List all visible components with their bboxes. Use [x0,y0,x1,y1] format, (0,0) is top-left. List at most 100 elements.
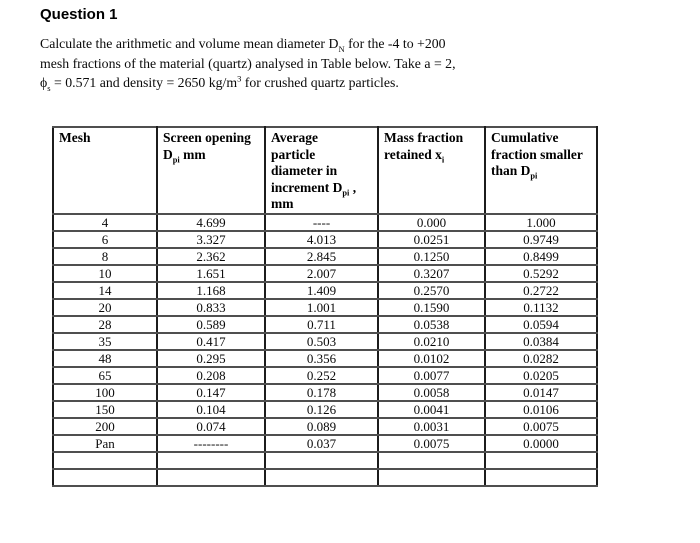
column-header-screen-opening: Screen opening Dpi mm [156,126,266,215]
column-header-cumulative-fraction-smaller: Cumulative fraction smaller than Dpi [484,126,598,215]
column-header-line: mm [271,196,373,212]
table-cell: 0.295 [156,348,266,368]
table-cell: 0.0041 [377,399,486,419]
table-cell: 0.711 [264,314,379,334]
table-cell: 28 [52,314,158,334]
table-cell: 1.409 [264,280,379,300]
subscript: i [441,155,445,165]
table-cell: 0.0077 [377,365,486,385]
table-cell [52,467,158,487]
table-row: 8 2.362 2.845 0.1250 0.8499 [52,246,598,266]
table-cell: 0.0210 [377,331,486,351]
problem-statement-line: mesh fractions of the material (quartz) … [40,54,456,74]
table-row [52,450,598,470]
table-cell: 0.0205 [484,365,598,385]
table-cell: 1.001 [264,297,379,317]
table-cell: 0.1250 [377,246,486,266]
table-cell: 0.037 [264,433,379,453]
table-cell [52,450,158,470]
text-segment: for the -4 to +200 [344,36,446,51]
subscript: pi [530,171,538,181]
table-cell: -------- [156,433,266,453]
table-cell: 0.0594 [484,314,598,334]
question-title: Question 1 [40,6,118,23]
problem-statement-line: ϕs = 0.571 and density = 2650 kg/m3 for … [40,73,456,93]
superscript: 3 [237,73,242,84]
column-header-line: Dpi mm [163,147,260,164]
text-segment: Mass fraction [384,130,464,145]
table-cell: 0.0102 [377,348,486,368]
table-cell: 1.168 [156,280,266,300]
table-cell: 4 [52,212,158,232]
table-cell [264,450,379,470]
table-cell: 2.007 [264,263,379,283]
table-cell: 0.0000 [484,433,598,453]
table-cell: 0.503 [264,331,379,351]
table-cell: 0.8499 [484,246,598,266]
text-segment: Cumulative [491,130,559,145]
text-segment: than D [491,163,531,178]
table-row: Pan -------- 0.037 0.0075 0.0000 [52,433,598,453]
table-cell: Pan [52,433,158,453]
table-cell: 0.104 [156,399,266,419]
text-segment: Calculate the arithmetic and volume mean… [40,36,339,51]
table-cell: 2.845 [264,246,379,266]
column-header-line: fraction smaller [491,147,592,164]
text-segment: for crushed quartz particles. [241,75,399,90]
table-cell: 0.074 [156,416,266,436]
table-cell: 0.3207 [377,263,486,283]
table-cell: 0.833 [156,297,266,317]
table-cell [377,450,486,470]
table-cell: 0.417 [156,331,266,351]
subscript: s [47,82,51,93]
column-header-line: diameter in [271,163,373,180]
table-cell: 0.0058 [377,382,486,402]
table-cell: 0.5292 [484,263,598,283]
table-cell: 8 [52,246,158,266]
table-cell: 0.589 [156,314,266,334]
table-cell: 0.000 [377,212,486,232]
text-segment: mm [271,196,294,211]
table-cell: 20 [52,297,158,317]
text-segment: particle [271,146,316,162]
subscript: pi [172,155,180,165]
table-cell [484,450,598,470]
problem-statement: Calculate the arithmetic and volume mean… [40,34,456,93]
column-header-line: retained xi [384,147,480,164]
text-segment: Average [271,130,318,145]
subscript: N [338,43,345,54]
table-cell: 6 [52,229,158,249]
table-cell: 0.208 [156,365,266,385]
table-cell: 0.147 [156,382,266,402]
column-header-line: Mesh [59,130,152,147]
table-cell: 200 [52,416,158,436]
text-segment: mm [179,146,206,162]
table-cell: 48 [52,348,158,368]
table-cell: 4.699 [156,212,266,232]
problem-statement-line: Calculate the arithmetic and volume mean… [40,34,456,54]
table-cell: 3.327 [156,229,266,249]
table-cell: 0.356 [264,348,379,368]
table-cell: 0.0251 [377,229,486,249]
table-cell: 0.0075 [377,433,486,453]
table-row: 150 0.104 0.126 0.0041 0.0106 [52,399,598,419]
table-row: 6 3.327 4.013 0.0251 0.9749 [52,229,598,249]
table-body: 4 4.699 ---- 0.000 1.000 6 3.327 4.013 0.0251 0.9… [52,212,598,487]
table-cell: 0.2722 [484,280,598,300]
text-segment: mesh fractions of the material (quartz) … [40,55,456,71]
table-cell: 0.1590 [377,297,486,317]
table-cell: 0.0282 [484,348,598,368]
table-row: 65 0.208 0.252 0.0077 0.0205 [52,365,598,385]
column-header-average-particle-diameter: Average particle diameter in increment Dpi … [264,126,379,215]
table-cell: 0.2570 [377,280,486,300]
table-row: 100 0.147 0.178 0.0058 0.0147 [52,382,598,402]
column-header-line: than Dpi [491,163,592,180]
text-segment: Mesh [59,130,91,145]
table-cell: 0.1132 [484,297,598,317]
text-segment: ϕ [40,75,48,90]
table-cell: 0.0106 [484,399,598,419]
text-segment: , [349,179,357,195]
column-header-line: particle [271,147,373,164]
table-cell: 1.651 [156,263,266,283]
